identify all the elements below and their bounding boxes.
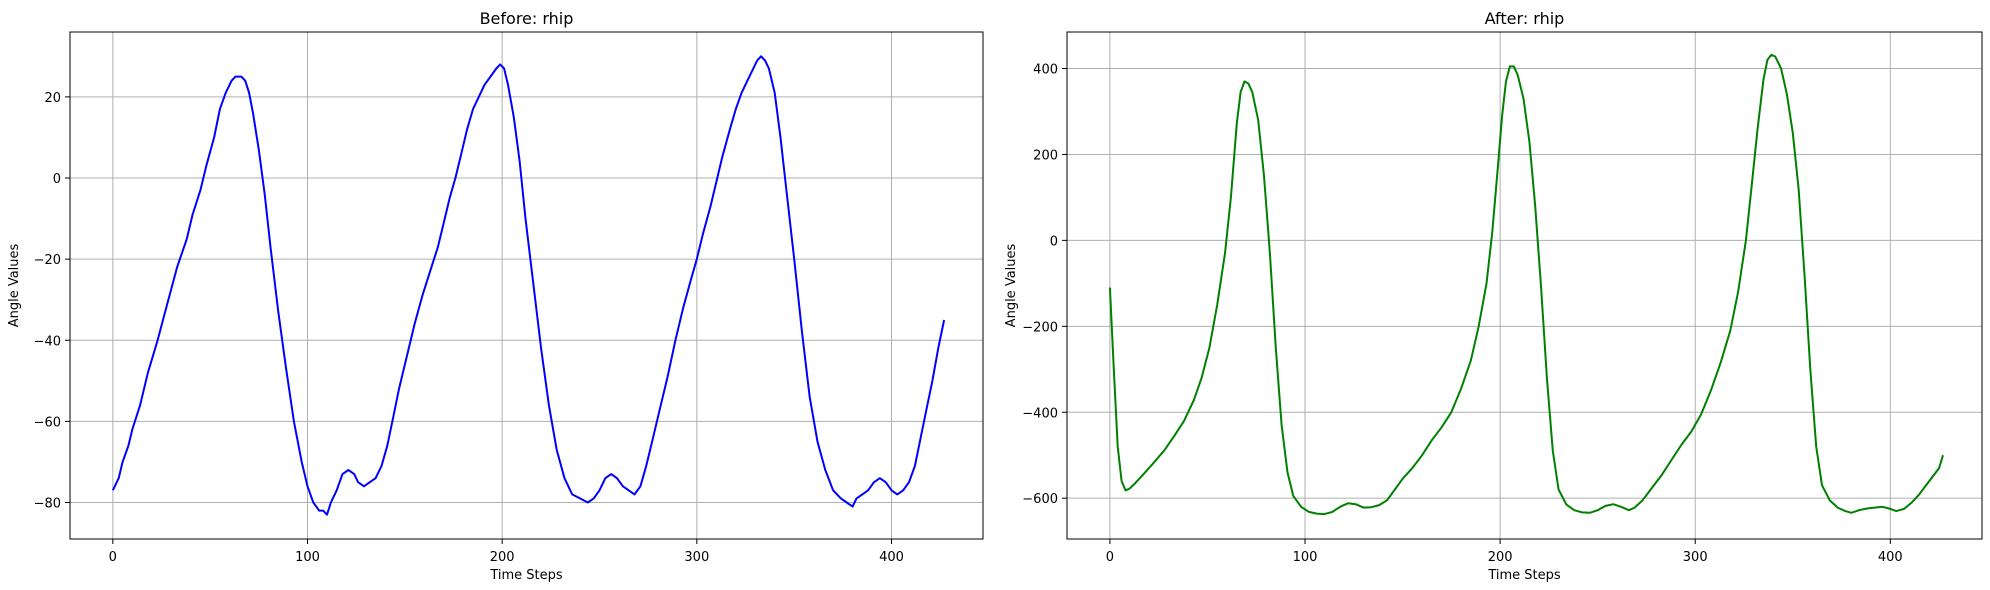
chart-before-x-tick-label: 300 — [684, 550, 709, 565]
chart-before-series-line — [111, 55, 946, 516]
chart-before-x-tick-label: 400 — [879, 550, 904, 565]
chart-after-y-tick-label: −400 — [1022, 406, 1058, 421]
chart-after-x-tick-label: 0 — [1106, 550, 1114, 565]
chart-before-y-tick-label: 0 — [53, 172, 61, 187]
chart-after-title: After: rhip — [1485, 9, 1565, 28]
chart-before: 0 100 200 300 400 −80 −60 −40 −20 0 20 Before: rhi… — [7, 9, 984, 583]
chart-before-plot-area — [111, 55, 946, 516]
chart-after: 0 100 200 300 400 −600 −400 −200 0 200 400 After: … — [1004, 9, 1983, 583]
chart-before-x-tick-label: 100 — [295, 550, 320, 565]
chart-after-x-tick-label: 300 — [1683, 550, 1708, 565]
chart-before-x-tick-label: 0 — [109, 550, 117, 565]
chart-before-y-tick-label: −60 — [34, 415, 61, 430]
chart-before-axes-frame — [69, 31, 984, 540]
chart-after-grid — [1067, 32, 1982, 539]
chart-before-x-axis-label: Time Steps — [489, 568, 563, 583]
chart-after-y-axis-label: Angle Values — [1004, 243, 1019, 327]
chart-before-x-tick-label: 200 — [490, 550, 515, 565]
chart-after-plot-area — [1108, 53, 1944, 516]
chart-before-title: Before: rhip — [480, 9, 574, 28]
chart-after-y-tick-label: −600 — [1022, 492, 1058, 507]
chart-before-y-tick-label: −40 — [34, 334, 61, 349]
chart-after-y-tick-label: 200 — [1033, 148, 1058, 163]
chart-before-y-tick-label: −80 — [34, 496, 61, 511]
chart-after-ticks: 0 100 200 300 400 −600 −400 −200 0 200 400 — [1022, 63, 1902, 565]
chart-before-y-tick-label: 20 — [44, 91, 61, 106]
chart-before-y-tick-label: −20 — [34, 253, 61, 268]
chart-after-x-axis-label: Time Steps — [1487, 568, 1561, 583]
chart-after-axes-frame — [1066, 31, 1983, 540]
chart-before-y-axis-label: Angle Values — [7, 243, 22, 327]
chart-before-ticks: 0 100 200 300 400 −80 −60 −40 −20 0 20 — [34, 91, 904, 565]
chart-after-y-tick-label: 400 — [1033, 63, 1058, 78]
chart-after-y-tick-label: −200 — [1022, 320, 1058, 335]
chart-before-grid — [70, 32, 983, 539]
chart-after-series-line — [1108, 53, 1944, 516]
chart-after-x-tick-label: 100 — [1293, 550, 1318, 565]
chart-after-x-tick-label: 200 — [1488, 550, 1513, 565]
chart-after-y-tick-label: 0 — [1050, 234, 1058, 249]
chart-after-x-tick-label: 400 — [1878, 550, 1903, 565]
